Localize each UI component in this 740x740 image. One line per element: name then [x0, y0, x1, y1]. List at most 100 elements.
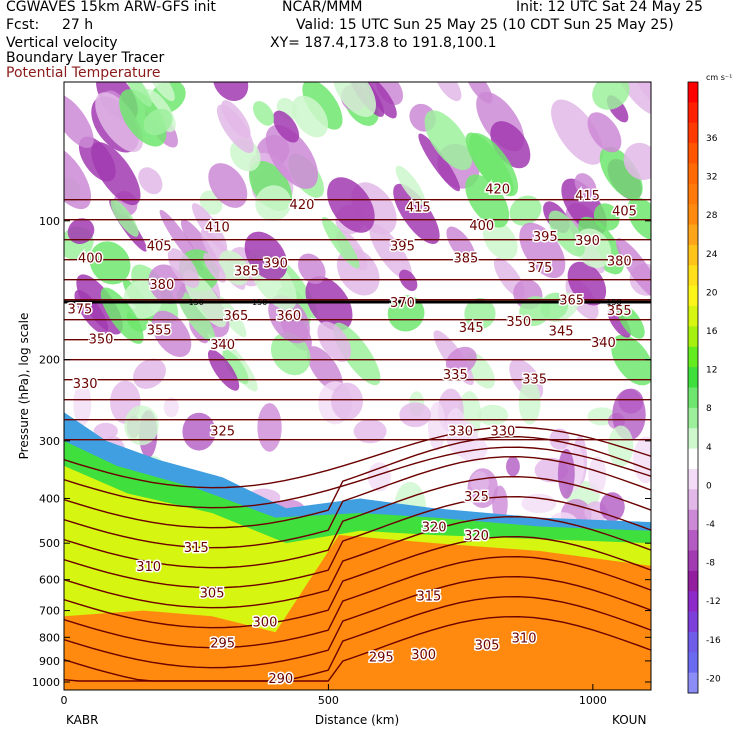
colorbar-swatch — [688, 550, 698, 572]
theta-label: 405 — [612, 205, 637, 220]
y-tick-label: 700 — [39, 605, 60, 618]
theta-label: 390 — [575, 234, 600, 249]
colorbar-swatch — [688, 530, 698, 551]
theta-contour-line — [64, 555, 651, 649]
vertical-velocity-cell — [367, 462, 391, 492]
colorbar-swatch — [688, 143, 698, 164]
colorbar-swatch — [688, 122, 698, 144]
theta-contour-line — [64, 455, 651, 549]
theta-contour-line — [64, 426, 651, 489]
vertical-velocity-cell — [369, 223, 412, 281]
theta-label: 355 — [147, 323, 172, 338]
theta-label: 420 — [290, 198, 315, 213]
theta-label: 420 — [485, 182, 510, 197]
colorbar-tick-label: 32 — [706, 173, 717, 183]
vertical-velocity-cell — [291, 95, 329, 138]
y-tick-label: 200 — [39, 354, 60, 367]
vertical-velocity-cell — [548, 210, 585, 257]
x-tick-label: 1000 — [579, 694, 607, 707]
vertical-velocity-cell — [613, 82, 651, 116]
vertical-velocity-cell — [465, 174, 510, 228]
vertical-velocity-cell — [257, 403, 282, 452]
vertical-velocity-cell — [446, 420, 479, 457]
colorbar-swatch — [688, 102, 698, 124]
field-vertical-velocity: Vertical velocity — [6, 35, 118, 51]
colorbar-swatch — [688, 346, 698, 368]
colorbar-tick-label: -4 — [706, 520, 715, 530]
y-tick-label: 800 — [39, 631, 60, 644]
vertical-velocity-cell — [519, 222, 566, 279]
theta-label: 305 — [475, 639, 500, 654]
shaded-field — [64, 82, 651, 690]
theta-label: 345 — [549, 325, 574, 340]
y-axis-label: Pressure (hPa), log scale — [17, 313, 31, 460]
vertical-velocity-cell — [191, 203, 228, 251]
vertical-velocity-cell — [393, 183, 440, 245]
vertical-velocity-cell — [255, 185, 292, 221]
vertical-velocity-cell — [331, 382, 363, 421]
vertical-velocity-cell — [521, 493, 557, 514]
vertical-velocity-cell — [327, 177, 375, 233]
tropopause-marker: 150 — [606, 298, 621, 307]
colorbar-swatch — [688, 224, 698, 246]
vertical-velocity-cell — [607, 307, 631, 338]
vertical-velocity-cell — [518, 379, 541, 425]
theta-contours — [64, 199, 651, 682]
vertical-velocity-cell — [216, 104, 254, 154]
valid-time: Valid: 15 UTC Sun 25 May 25 (10 CDT Sun … — [296, 17, 674, 33]
theta-contour-line — [64, 535, 651, 629]
vertical-velocity-cell — [574, 228, 612, 269]
colorbar-swatch — [688, 367, 698, 388]
theta-label: 350 — [506, 315, 531, 330]
colorbar-swatch — [688, 489, 698, 511]
colorbar-swatch — [688, 570, 698, 592]
x-tick-label: 0 — [61, 694, 68, 707]
vertical-velocity-cell — [89, 241, 131, 285]
vertical-velocity-cell — [64, 144, 92, 210]
theta-label: 355 — [607, 304, 632, 319]
field-potential-temperature: Potential Temperature — [6, 65, 161, 81]
vertical-velocity-cell — [143, 108, 173, 136]
source-label: NCAR/MMM — [282, 0, 363, 15]
vertical-velocity-cell — [387, 295, 425, 332]
colorbar-tick-label: -16 — [706, 636, 721, 646]
colorbar-tick-label: 0 — [706, 481, 712, 491]
colorbar-swatch — [688, 428, 698, 450]
y-tick-label: 900 — [39, 655, 60, 668]
vertical-velocity-cell — [519, 296, 550, 326]
theta-label: 370 — [390, 296, 415, 311]
vertical-velocity-cell — [67, 218, 95, 244]
colorbar-unit: cm s⁻¹ — [706, 73, 732, 82]
vertical-velocity-cell — [133, 358, 166, 389]
colorbar-swatch — [688, 652, 698, 674]
theta-label: 335 — [443, 368, 468, 383]
y-tick-label: 300 — [39, 435, 60, 448]
x-tick-label: 500 — [318, 694, 339, 707]
x-axis-label: Distance (km) — [315, 713, 399, 727]
vertical-velocity-cell — [588, 456, 607, 494]
theta-label: 350 — [89, 333, 114, 348]
theta-label: 295 — [210, 636, 235, 651]
right-endpoint-label: KOUN — [612, 713, 646, 727]
theta-contour-line — [64, 575, 651, 669]
colorbar-swatch — [688, 672, 698, 694]
vertical-velocity-cell — [272, 110, 300, 143]
boundary-layer-tracer-band — [64, 534, 651, 690]
theta-label: 400 — [78, 251, 103, 266]
colorbar-tick-label: -12 — [706, 597, 721, 607]
vertical-velocity-cell — [465, 132, 514, 196]
colorbar-swatch — [688, 326, 698, 348]
vertical-velocity-cell — [122, 82, 152, 107]
vertical-velocity-cell — [446, 226, 476, 264]
vertical-velocity-cell — [203, 253, 226, 283]
colorbar-swatch — [688, 285, 698, 307]
vertical-velocity-cell — [567, 261, 607, 306]
vertical-velocity-cell — [244, 231, 288, 281]
colorbar-tick-label: 12 — [706, 366, 717, 376]
vertical-velocity-cell — [599, 146, 643, 200]
vertical-velocity-cell — [592, 82, 630, 110]
vertical-velocity-cell — [424, 110, 473, 171]
vertical-velocity-cell — [470, 471, 489, 494]
theta-contour-line — [64, 435, 651, 529]
theta-label: 345 — [459, 321, 484, 336]
